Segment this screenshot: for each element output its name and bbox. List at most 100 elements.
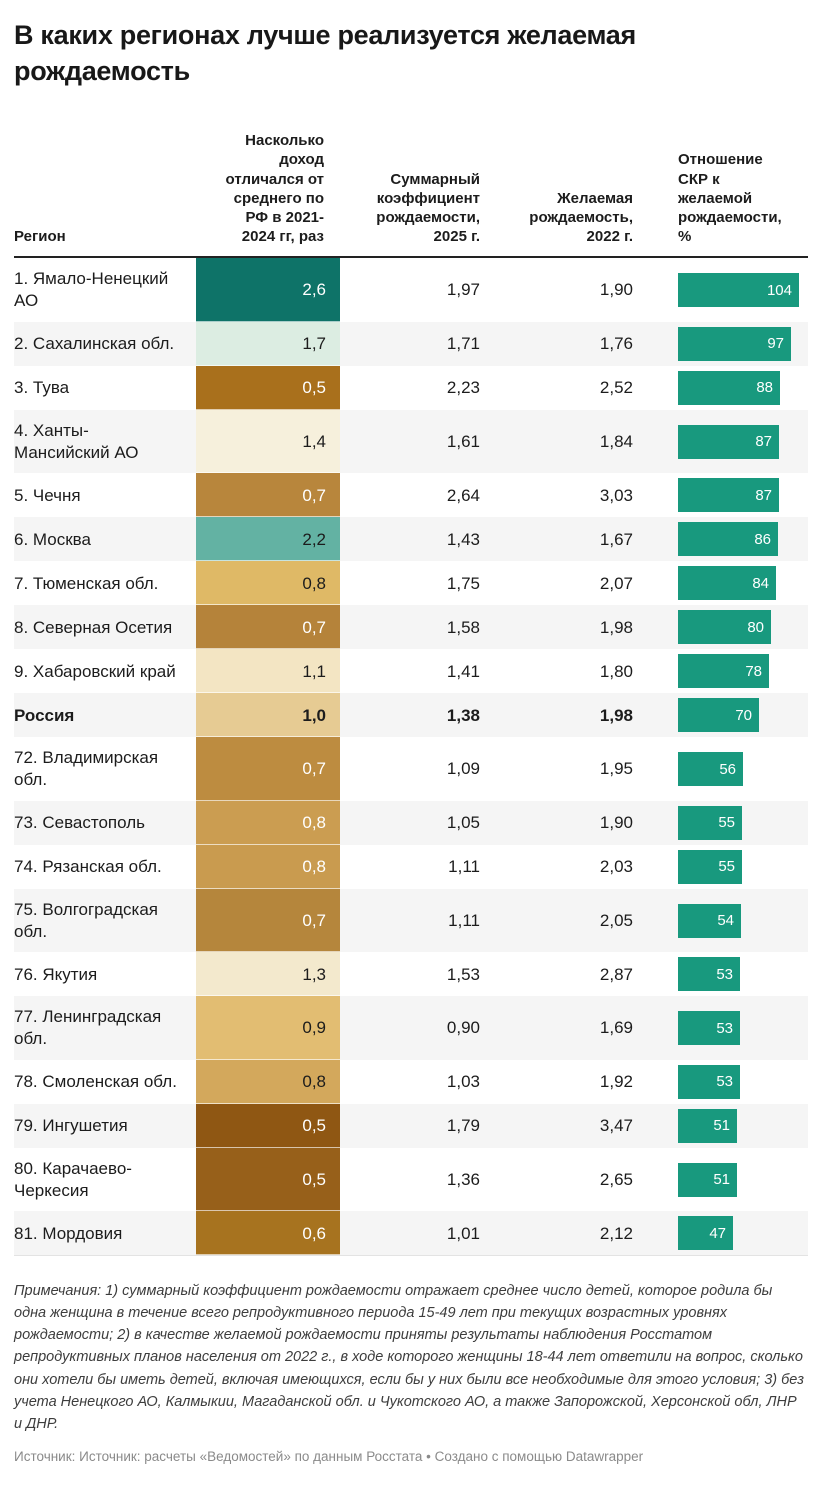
ratio-bar-cell: 80	[639, 605, 808, 649]
ratio-bar: 104	[678, 273, 799, 308]
income-ratio-heatmap-cell: 2,6	[196, 258, 340, 322]
desired-fertility-2022-value: 1,76	[599, 334, 633, 353]
region-name: 81. Мордовия	[14, 1223, 123, 1243]
table-row: 6. Москва 2,2 1,43 1,67 86	[14, 517, 808, 562]
tfr-2025-value: 2,23	[446, 378, 480, 397]
ratio-bar-cell: 88	[639, 366, 808, 410]
ratio-bar-cell: 70	[639, 693, 808, 737]
income-ratio-heatmap-cell: 0,5	[196, 1147, 340, 1212]
ratio-bar-cell: 54	[639, 889, 808, 953]
tfr-2025-value: 1,61	[446, 431, 480, 451]
page-title: В каких регионах лучше реализуется желае…	[14, 20, 636, 86]
ratio-bar-cell: 47	[639, 1211, 808, 1255]
tfr-2025-value: 1,79	[446, 1116, 480, 1135]
ratio-bar: 87	[678, 424, 779, 459]
tfr-2025-value: 1,01	[446, 1223, 480, 1243]
ratio-bar-cell: 104	[639, 258, 808, 322]
tfr-2025-value: 1,58	[446, 617, 480, 637]
income-ratio-heatmap-cell: 0,8	[196, 800, 340, 845]
ratio-bar: 54	[678, 903, 741, 938]
income-ratio-heatmap-cell: 0,7	[196, 473, 340, 518]
table-row: 79. Ингушетия 0,5 1,79 3,47 51	[14, 1103, 808, 1148]
ratio-bar: 80	[678, 610, 771, 645]
ratio-bar-cell: 87	[639, 473, 808, 517]
ratio-bar: 53	[678, 1064, 740, 1099]
table-row: 74. Рязанская обл. 0,8 1,11 2,03 55	[14, 844, 808, 889]
desired-fertility-2022-value: 3,47	[599, 1116, 633, 1135]
income-ratio-heatmap-cell: 0,6	[196, 1211, 340, 1256]
table-row: 9. Хабаровский край 1,1 1,41 1,80 78	[14, 649, 808, 694]
ratio-bar: 86	[678, 522, 778, 557]
income-ratio-heatmap-cell: 0,8	[196, 844, 340, 889]
desired-fertility-2022-value: 1,95	[599, 759, 633, 779]
region-name: 7. Тюменская обл.	[14, 573, 159, 593]
table-row: 78. Смоленская обл. 0,8 1,03 1,92 53	[14, 1059, 808, 1104]
region-name: 76. Якутия	[14, 964, 98, 984]
ratio-bar-cell: 53	[639, 952, 808, 996]
table-row: 1. Ямало-Ненецкий АО 2,6 1,97 1,90 104	[14, 258, 808, 322]
footnotes: Примечания: 1) суммарный коэффициент рож…	[14, 1283, 804, 1432]
tfr-2025-value: 1,97	[446, 280, 480, 300]
ratio-bar-cell: 51	[639, 1148, 808, 1212]
income-ratio-heatmap-cell: 1,7	[196, 321, 340, 366]
income-ratio-heatmap-cell: 1,0	[196, 693, 340, 738]
income-ratio-heatmap-cell: 0,8	[196, 1059, 340, 1104]
ratio-bar: 47	[678, 1216, 733, 1251]
tfr-2025-value: 1,03	[446, 1072, 480, 1091]
region-name: 2. Сахалинская обл.	[14, 334, 175, 353]
desired-fertility-2022-value: 2,65	[599, 1169, 633, 1189]
region-name: 74. Рязанская обл.	[14, 857, 162, 876]
region-name: 75. Волгоградская обл.	[14, 899, 158, 941]
ratio-bar: 78	[678, 654, 769, 689]
ratio-bar-cell: 97	[639, 322, 808, 366]
source-line: Источник: Источник: расчеты «Ведомостей»…	[14, 1449, 644, 1465]
ratio-bar: 55	[678, 849, 742, 884]
region-name: 6. Москва	[14, 529, 91, 549]
ratio-bar-cell: 84	[639, 561, 808, 605]
ratio-bar-cell: 78	[639, 649, 808, 693]
tfr-2025-value: 1,36	[446, 1169, 480, 1189]
desired-fertility-2022-value: 1,90	[599, 280, 633, 300]
table-header-row: Регион Насколько доход отличался от сред…	[14, 131, 808, 259]
ratio-bar-cell: 51	[639, 1104, 808, 1148]
region-name: 9. Хабаровский край	[14, 661, 176, 681]
tfr-2025-value: 1,43	[446, 529, 480, 549]
region-name: 78. Смоленская обл.	[14, 1072, 177, 1091]
ratio-bar: 51	[678, 1108, 737, 1143]
region-name: 72. Владимирская обл.	[14, 748, 159, 790]
desired-fertility-2022-value: 1,84	[599, 431, 633, 451]
income-ratio-heatmap-cell: 0,8	[196, 561, 340, 606]
table-row: 8. Северная Осетия 0,7 1,58 1,98 80	[14, 605, 808, 650]
table-row: 75. Волгоградская обл. 0,7 1,11 2,05 54	[14, 888, 808, 953]
table-row: 2. Сахалинская обл. 1,7 1,71 1,76 97	[14, 321, 808, 366]
income-ratio-heatmap-cell: 0,7	[196, 605, 340, 650]
tfr-2025-value: 2,64	[446, 485, 480, 505]
ratio-bar: 88	[678, 370, 780, 405]
tfr-2025-value: 1,11	[448, 857, 480, 876]
column-header-tfr: Суммарный коэффициент рождаемости, 2025 …	[376, 170, 480, 246]
ratio-bar: 97	[678, 326, 791, 361]
table-body: 1. Ямало-Ненецкий АО 2,6 1,97 1,90 104 2. Сах…	[14, 258, 808, 1257]
desired-fertility-2022-value: 1,69	[599, 1018, 633, 1038]
region-name: 3. Тува	[14, 378, 70, 397]
column-header-region: Регион	[14, 228, 66, 246]
ratio-bar: 70	[678, 698, 759, 733]
income-ratio-heatmap-cell: 0,7	[196, 737, 340, 801]
desired-fertility-2022-value: 1,98	[599, 617, 633, 637]
region-name: 80. Карачаево-Черкесия	[14, 1158, 132, 1200]
ratio-bar-cell: 55	[639, 845, 808, 889]
ratio-bar: 53	[678, 957, 740, 992]
ratio-bar: 51	[678, 1162, 737, 1197]
tfr-2025-value: 1,09	[446, 759, 480, 779]
column-header-desired: Желаемая рождаемость, 2022 г.	[529, 189, 633, 246]
income-ratio-heatmap-cell: 0,5	[196, 365, 340, 410]
table-row: 3. Тува 0,5 2,23 2,52 88	[14, 365, 808, 410]
tfr-2025-value: 0,90	[446, 1018, 480, 1038]
income-ratio-heatmap-cell: 0,5	[196, 1103, 340, 1148]
desired-fertility-2022-value: 1,92	[599, 1072, 633, 1091]
desired-fertility-2022-value: 3,03	[599, 485, 633, 505]
table-row: 81. Мордовия 0,6 1,01 2,12 47	[14, 1211, 808, 1256]
income-ratio-heatmap-cell: 0,9	[196, 996, 340, 1060]
table-row: 4. Ханты-Мансийский АО 1,4 1,61 1,84 87	[14, 409, 808, 474]
